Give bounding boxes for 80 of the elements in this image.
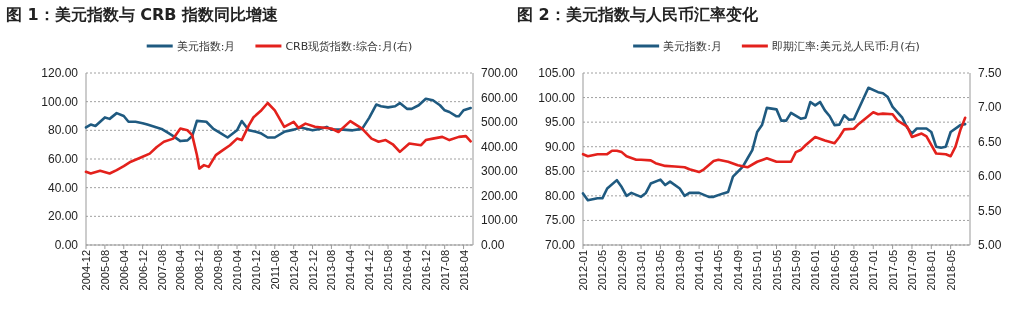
y-tick-label: 60.00 (47, 152, 79, 166)
x-tick-label: 2016-05 (828, 250, 841, 291)
x-tick-label: 2014-01 (693, 250, 706, 291)
y2-tick-label: 300.00 (481, 164, 519, 179)
y-tick-label: 80.00 (544, 188, 576, 203)
x-tick-label: 2009-08 (212, 250, 225, 291)
x-tick-label: 2010-12 (249, 250, 262, 291)
line-series (84, 97, 472, 143)
chart-title: 图 1：美元指数与 CRB 指数同比增速 (6, 5, 280, 24)
x-tick-label: 2018-04 (457, 250, 470, 291)
line-series (581, 110, 967, 174)
y2-tick-label: 0.00 (481, 238, 505, 252)
y2-tick-label: 7.00 (978, 100, 1002, 115)
legend-label: 美元指数:月 (176, 40, 236, 53)
x-tick-label: 2014-04 (344, 250, 357, 291)
x-tick-label: 2014-12 (363, 250, 376, 291)
x-tick-label: 2008-12 (193, 250, 206, 291)
x-tick-label: 2005-08 (98, 250, 111, 291)
y-tick-label: 40.00 (47, 180, 79, 195)
y2-tick-label: 5.50 (978, 203, 1002, 218)
x-tick-label: 2012-04 (287, 250, 300, 291)
x-tick-label: 2010-04 (231, 250, 244, 291)
y2-tick-label: 6.00 (978, 169, 1002, 184)
x-tick-label: 2018-01 (925, 250, 938, 291)
y-tick-label: 120.00 (41, 66, 79, 80)
x-tick-label: 2014-05 (712, 250, 725, 291)
x-tick-label: 2016-04 (400, 250, 413, 291)
x-tick-label: 2013-05 (654, 250, 667, 291)
legend-label: 即期汇率:美元兑人民币:月(右) (771, 40, 920, 53)
y-tick-label: 80.00 (47, 123, 79, 138)
x-tick-label: 2017-09 (905, 250, 918, 291)
x-tick-label: 2014-09 (731, 250, 744, 291)
y-tick-label: 20.00 (47, 209, 79, 224)
x-tick-label: 2013-08 (325, 250, 338, 291)
x-tick-label: 2015-08 (382, 250, 395, 291)
line-series (84, 101, 472, 175)
y2-tick-label: 500.00 (481, 115, 519, 130)
x-tick-label: 2018-05 (944, 250, 957, 291)
y2-tick-label: 100.00 (481, 213, 519, 228)
y-tick-label: 0.00 (54, 238, 79, 252)
x-tick-label: 2013-01 (635, 250, 648, 291)
y2-tick-label: 200.00 (481, 188, 519, 203)
y-tick-label: 95.00 (544, 115, 576, 130)
x-tick-label: 2016-09 (847, 250, 860, 291)
x-tick-label: 2013-09 (673, 250, 686, 291)
x-tick-label: 2016-01 (809, 250, 822, 291)
x-tick-label: 2012-05 (596, 250, 609, 291)
x-tick-label: 2004-12 (80, 250, 92, 291)
y-tick-label: 100.00 (538, 90, 576, 105)
x-tick-label: 2011-08 (268, 250, 281, 290)
y2-tick-label: 600.00 (481, 90, 519, 105)
y2-tick-label: 5.00 (978, 238, 1002, 252)
x-tick-label: 2017-01 (867, 250, 880, 291)
x-tick-label: 2017-08 (438, 250, 451, 291)
x-tick-label: 2017-05 (886, 250, 899, 291)
y2-tick-label: 7.50 (978, 66, 1002, 80)
x-tick-label: 2016-12 (419, 250, 432, 291)
x-tick-label: 2015-01 (751, 250, 764, 291)
x-tick-label: 2006-12 (136, 250, 149, 291)
y2-tick-label: 6.50 (978, 134, 1002, 149)
x-tick-label: 2007-08 (155, 250, 168, 291)
y-tick-label: 100.00 (41, 94, 79, 109)
y-tick-label: 85.00 (544, 164, 576, 179)
x-tick-label: 2012-01 (577, 250, 589, 291)
x-tick-label: 2015-05 (770, 250, 783, 291)
legend-label: CRB现货指数:综合:月(右) (285, 40, 413, 53)
x-tick-label: 2012-12 (306, 250, 319, 291)
y-tick-label: 90.00 (544, 139, 576, 154)
y-tick-label: 70.00 (544, 238, 576, 252)
x-tick-label: 2012-09 (615, 250, 628, 291)
x-tick-label: 2006-04 (117, 250, 130, 291)
line-series (581, 86, 967, 202)
chart-title: 图 2：美元指数与人民币汇率变化 (517, 5, 759, 24)
legend-label: 美元指数:月 (663, 40, 722, 53)
y2-tick-label: 700.00 (481, 66, 519, 80)
x-tick-label: 2008-04 (174, 250, 187, 291)
y-tick-label: 105.00 (538, 66, 576, 80)
x-tick-label: 2015-09 (789, 250, 802, 291)
y-tick-label: 75.00 (544, 213, 576, 228)
y2-tick-label: 400.00 (481, 139, 519, 154)
